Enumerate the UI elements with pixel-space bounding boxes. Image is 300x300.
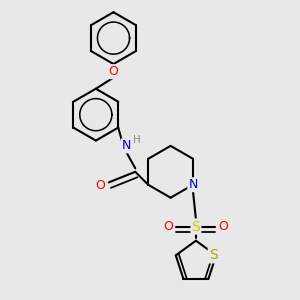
- Text: O: O: [109, 65, 118, 78]
- Text: H: H: [133, 135, 140, 145]
- Text: O: O: [219, 220, 229, 233]
- Text: O: O: [163, 220, 173, 233]
- Text: O: O: [96, 179, 106, 192]
- Text: N: N: [122, 140, 131, 152]
- Text: S: S: [192, 220, 200, 234]
- Text: S: S: [209, 248, 218, 262]
- Text: N: N: [188, 178, 198, 191]
